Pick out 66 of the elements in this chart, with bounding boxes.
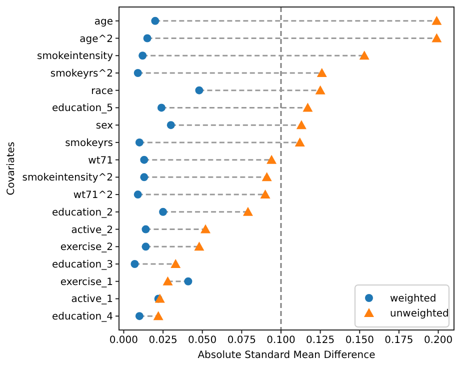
- y-tick-label: wt71^2: [73, 190, 113, 202]
- y-tick-label: race: [91, 86, 113, 97]
- x-tick-label: 0.025: [148, 335, 178, 346]
- point: [359, 50, 370, 60]
- point: [138, 52, 147, 60]
- x-tick-label: 0.125: [306, 335, 335, 346]
- point: [296, 120, 306, 130]
- point: [262, 172, 272, 182]
- y-tick-label: smokeintensity: [36, 51, 114, 62]
- point: [266, 154, 277, 164]
- x-tick-label: 0.200: [424, 335, 453, 346]
- y-tick-label: age^2: [80, 34, 113, 45]
- point: [294, 137, 305, 146]
- point: [432, 16, 442, 25]
- y-tick-label: education_4: [52, 312, 113, 323]
- y-tick-label: education_5: [52, 103, 113, 114]
- point: [135, 312, 144, 320]
- point: [302, 102, 313, 112]
- y-tick-label: sex: [96, 120, 114, 132]
- point: [134, 190, 142, 199]
- y-tick-label: exercise_2: [60, 242, 113, 254]
- point: [134, 68, 142, 77]
- point: [316, 68, 327, 77]
- y-tick-label: smokeintensity^2: [22, 172, 113, 184]
- y-tick-label: active_1: [71, 294, 113, 306]
- point: [142, 225, 150, 234]
- point: [432, 33, 442, 42]
- y-tick-label: smokeyrs^2: [50, 68, 113, 80]
- point: [195, 86, 204, 94]
- point: [184, 277, 192, 286]
- x-tick-label: 0.075: [227, 335, 256, 346]
- point: [162, 276, 173, 286]
- point: [140, 173, 148, 182]
- point: [242, 206, 253, 216]
- y-tick-label: education_2: [52, 207, 113, 218]
- x-axis-title: Absolute Standard Mean Difference: [198, 350, 376, 361]
- point: [200, 224, 210, 234]
- point: [260, 190, 270, 199]
- point: [159, 208, 168, 216]
- y-tick-label: wt71: [88, 155, 113, 166]
- point: [140, 156, 148, 164]
- point: [170, 259, 181, 268]
- x-tick-label: 0.000: [109, 335, 138, 346]
- y-tick-label: active_2: [71, 224, 113, 236]
- legend-label: unweighted: [390, 308, 449, 320]
- point: [166, 121, 175, 130]
- point: [151, 16, 160, 25]
- point: [315, 85, 326, 94]
- point: [135, 138, 144, 146]
- point: [157, 104, 166, 112]
- y-tick-label: exercise_1: [60, 276, 113, 288]
- point: [194, 242, 204, 251]
- point: [130, 260, 139, 268]
- point: [143, 34, 152, 42]
- legend-label: weighted: [390, 294, 436, 304]
- point: [154, 294, 165, 303]
- x-tick-label: 0.150: [345, 335, 374, 346]
- x-tick-label: 0.100: [266, 335, 296, 346]
- point: [142, 242, 150, 251]
- y-tick-label: age: [94, 16, 113, 28]
- x-tick-label: 0.175: [384, 335, 414, 346]
- point: [153, 311, 164, 320]
- y-axis-title: Covariates: [6, 142, 17, 196]
- x-tick-label: 0.050: [188, 335, 217, 346]
- y-tick-label: education_3: [52, 260, 113, 271]
- y-tick-label: smokeyrs: [65, 138, 113, 149]
